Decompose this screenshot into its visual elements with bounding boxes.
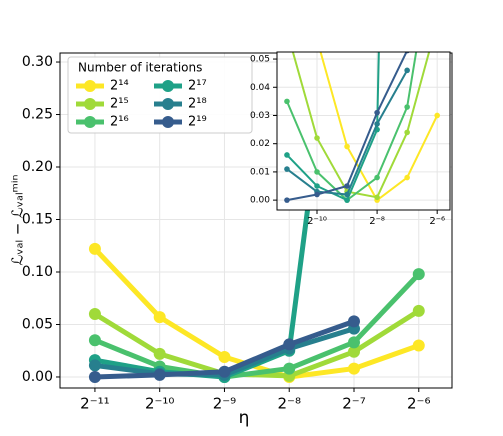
- x-tick-label: 2⁻¹⁰: [307, 216, 327, 227]
- y-tick-label: 0.05: [22, 316, 53, 332]
- series-group: [284, 52, 440, 203]
- y-tick-label: 0.10: [22, 264, 53, 280]
- legend-marker: [84, 116, 96, 128]
- series-marker: [284, 98, 290, 105]
- x-tick-label: 2⁻⁶: [429, 216, 445, 227]
- series-marker: [347, 336, 360, 349]
- axes-frame: [59, 52, 453, 389]
- series-marker: [88, 359, 101, 372]
- y-tick-label: 0.04: [250, 83, 270, 93]
- series-marker: [283, 362, 296, 375]
- legend-label: 2¹⁶: [110, 115, 129, 130]
- series-marker: [284, 197, 290, 203]
- y-tick-label: 0.20: [22, 159, 53, 175]
- series-marker: [284, 152, 290, 158]
- series-marker: [314, 191, 320, 198]
- series-marker: [374, 109, 380, 116]
- legend-label: 2¹⁷: [188, 79, 207, 94]
- y-tick-label: 0.03: [250, 111, 270, 121]
- series-marker: [283, 338, 296, 351]
- legend-title: Number of iterations: [78, 61, 202, 75]
- series-line: [291, 52, 431, 199]
- series-marker: [344, 197, 350, 203]
- series-marker: [344, 143, 350, 150]
- series-marker: [412, 304, 425, 317]
- series-marker: [374, 194, 380, 201]
- series-marker: [314, 135, 320, 141]
- series-marker: [344, 183, 350, 189]
- legend-marker: [84, 80, 96, 92]
- series-marker: [347, 315, 360, 328]
- series-line: [93, 272, 421, 380]
- x-tick-label: 2⁻⁸: [369, 216, 385, 227]
- series-marker: [404, 129, 410, 136]
- series-marker: [314, 169, 320, 175]
- series-marker: [344, 191, 350, 198]
- x-tick-label: 2⁻⁷: [342, 395, 365, 413]
- legend-marker: [84, 98, 96, 110]
- series-marker: [412, 268, 425, 281]
- legend-label: 2¹⁵: [110, 97, 129, 112]
- series-marker: [404, 104, 410, 110]
- legend-label: 2¹⁴: [110, 79, 129, 94]
- series-marker: [347, 345, 360, 358]
- series-line: [319, 52, 439, 202]
- legend-marker: [162, 116, 174, 128]
- series-marker: [412, 339, 425, 352]
- series-marker: [374, 174, 380, 181]
- series-marker: [404, 67, 410, 74]
- series-marker: [88, 370, 101, 383]
- y-tick-label: 0.15: [22, 212, 53, 228]
- x-tick-label: 2⁻⁸: [277, 395, 300, 413]
- legend-box: [67, 56, 253, 134]
- legend-label: 2¹⁸: [188, 97, 207, 112]
- x-tick-label: 2⁻¹⁰: [145, 395, 175, 413]
- legend-label: 2¹⁹: [188, 115, 207, 130]
- y-axis-label: ℒᵥₐₗ − ℒᵥₐₗᵐⁱⁿ: [9, 175, 27, 266]
- series-marker: [374, 121, 380, 127]
- series-marker: [88, 307, 101, 320]
- legend: Number of iterations 2¹⁴ 2¹⁵ 2¹⁶ 2¹⁷ 2¹⁸ 2¹⁹: [67, 56, 253, 134]
- x-tick-label: 2⁻¹¹: [80, 395, 110, 413]
- x-axis-label: η: [239, 408, 250, 428]
- series-marker: [88, 334, 101, 347]
- series-marker: [347, 362, 360, 375]
- plot-area: [277, 52, 450, 210]
- series-marker: [434, 112, 440, 119]
- series-marker: [284, 166, 290, 172]
- y-tick-label: 0.30: [22, 54, 53, 70]
- series-marker: [218, 365, 231, 378]
- y-tick-label: 0.25: [22, 107, 53, 123]
- series-marker: [314, 183, 320, 189]
- y-tick-label: 0.00: [22, 369, 53, 385]
- y-tick-label: 0.01: [250, 167, 270, 177]
- legend-marker: [162, 98, 174, 110]
- y-tick-label: 0.02: [250, 139, 270, 149]
- x-tick-label: 2⁻⁹: [213, 395, 236, 413]
- series-line: [93, 247, 420, 380]
- series-line: [286, 52, 418, 202]
- series-marker: [404, 174, 410, 181]
- axes-frame: [276, 51, 451, 211]
- y-tick-label: 0.00: [250, 196, 270, 206]
- y-tick-label: 0.05: [250, 55, 270, 65]
- series-marker: [153, 368, 166, 381]
- legend-marker: [162, 80, 174, 92]
- series-marker: [153, 311, 166, 324]
- x-tick-label: 2⁻⁶: [407, 395, 430, 413]
- series-group: [88, 53, 425, 383]
- series-marker: [153, 347, 166, 360]
- series-marker: [218, 351, 231, 364]
- series-marker: [88, 242, 101, 255]
